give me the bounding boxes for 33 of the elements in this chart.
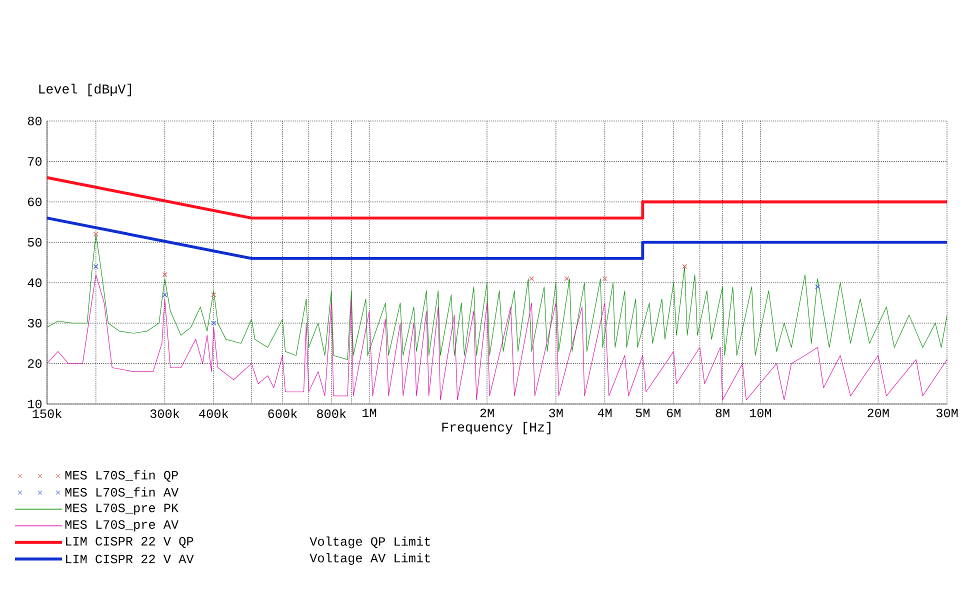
x-tick-label: 6M	[666, 408, 680, 418]
legend-label: LIM CISPR 22 V AV	[66, 554, 194, 564]
y-tick-label: 80	[28, 116, 42, 126]
x-tick-label: 10M	[750, 408, 772, 418]
y-axis-title: Level [dBµV]	[39, 84, 132, 96]
x-tick-label: 2M	[480, 408, 494, 418]
legend-label: MES L70S_pre AV	[65, 520, 179, 532]
x-tick-label: 150k	[32, 408, 62, 418]
x-tick-label: 30M	[936, 408, 958, 418]
legend-label: MES L70S_fin QP	[65, 470, 178, 482]
x-tick-label: 600k	[268, 408, 298, 418]
y-tick-label: 50	[28, 238, 42, 247]
y-tick-label: 60	[28, 198, 42, 206]
text: Voltage QP Limit	[310, 536, 430, 548]
legend-label: MES L70S_fin AV	[65, 487, 179, 498]
x-axis-title: Frequency [Hz]	[442, 422, 550, 434]
legend-label: LIM CISPR 22 V QP	[66, 536, 194, 548]
text: Voltage AV Limit	[310, 553, 430, 565]
y-tick-label: 70	[28, 157, 42, 166]
x-tick-label: 5M	[636, 408, 650, 418]
x-tick-label: 800k	[317, 408, 346, 418]
x-tick-label: 400k	[199, 408, 228, 418]
x-tick-label: 3M	[549, 408, 563, 418]
y-tick-label: 30	[28, 318, 42, 328]
y-tick-label: 10	[28, 400, 42, 408]
x-tick-label: 8M	[716, 408, 730, 418]
x-tick-label: 300k	[150, 408, 180, 418]
x-tick-label: 4M	[598, 408, 612, 418]
x-tick-label: 1M	[362, 408, 376, 418]
x-tick-label: 20M	[868, 408, 889, 418]
y-tick-label: 20	[28, 359, 42, 368]
y-tick-label: 40	[28, 278, 42, 288]
legend-label: MES L70S_pre PK	[65, 504, 179, 515]
